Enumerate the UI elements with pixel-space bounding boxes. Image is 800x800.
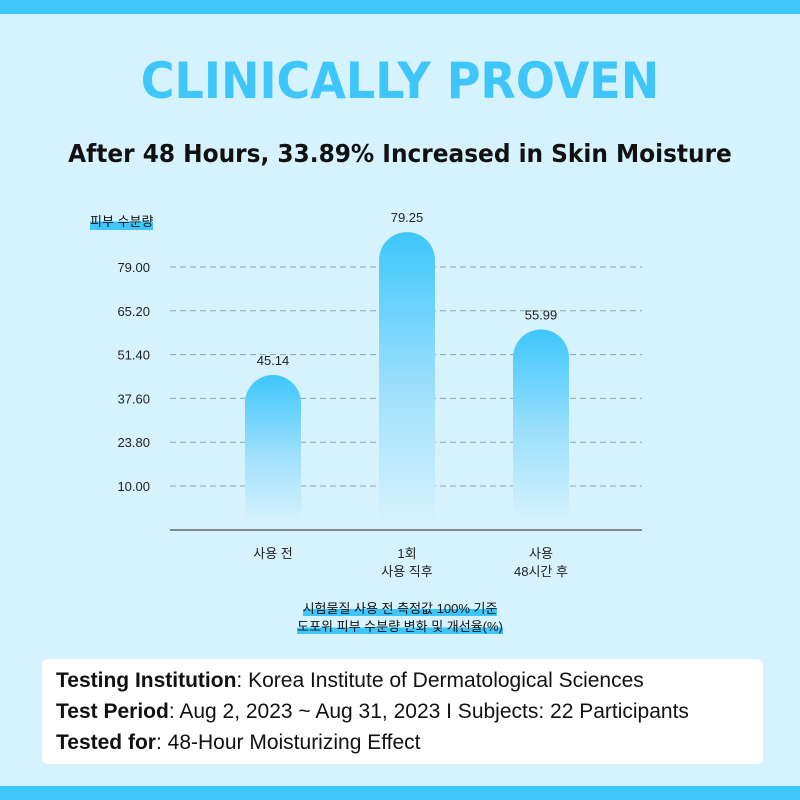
bar-chart: 79.00 65.20 51.40 37.60 23.80 10.00 45.14 사용 전 7…: [117, 210, 642, 579]
x-tick-label: 사용 전: [253, 546, 293, 561]
data-label: 55.99: [525, 308, 558, 323]
x-tick-label: 1회: [397, 546, 416, 561]
y-tick-label: 79.00: [117, 260, 150, 275]
page-title: CLINICALLY PROVEN: [140, 52, 660, 110]
y-tick-label: 23.80: [117, 435, 150, 450]
y-tick-label: 37.60: [117, 391, 150, 406]
info-tested-for: Tested for: 48-Hour Moisturizing Effect: [56, 731, 421, 754]
info-period: Test Period: Aug 2, 2023 ~ Aug 31, 2023 …: [56, 700, 689, 723]
test-info-box: Testing Institution: Korea Institute of …: [42, 659, 763, 764]
info-institution: Testing Institution: Korea Institute of …: [56, 669, 644, 692]
bottom-band: [0, 786, 800, 800]
y-axis-label: 피부 수분량: [90, 211, 154, 230]
top-band: [0, 0, 800, 14]
page-subtitle: After 48 Hours, 33.89% Increased in Skin…: [68, 139, 732, 168]
x-tick-label: 사용 직후: [381, 564, 432, 579]
x-tick-label: 48시간 후: [514, 564, 568, 579]
note-line-1: 시험물질 사용 전 측정값 100% 기준: [302, 601, 498, 616]
data-label: 79.25: [391, 210, 424, 225]
y-tick-label: 65.20: [117, 304, 150, 319]
y-tick-label: 10.00: [117, 479, 150, 494]
data-label: 45.14: [257, 353, 290, 368]
bar: [245, 375, 301, 522]
y-tick-label: 51.40: [117, 348, 150, 363]
chart-note: 시험물질 사용 전 측정값 100% 기준 도포위 피부 수분량 변화 및 개선…: [0, 600, 800, 636]
bar: [379, 232, 436, 523]
x-tick-label: 사용: [529, 546, 553, 561]
note-line-2: 도포위 피부 수분량 변화 및 개선율(%): [297, 619, 503, 634]
bar: [513, 329, 569, 522]
